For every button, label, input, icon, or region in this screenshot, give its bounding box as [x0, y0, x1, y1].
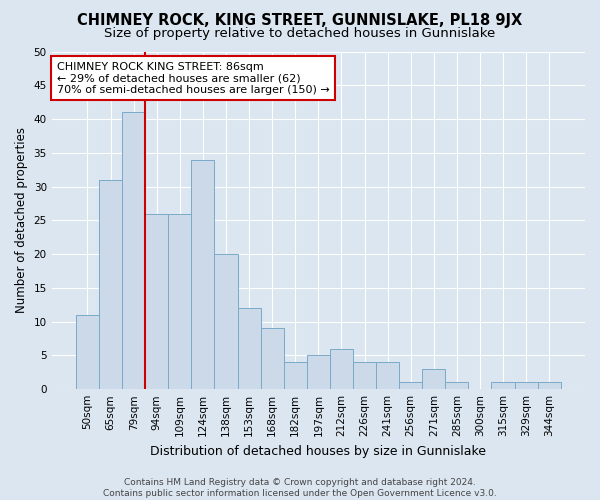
Bar — [76, 315, 99, 389]
Bar — [122, 112, 145, 389]
Bar — [353, 362, 376, 389]
Bar — [491, 382, 515, 389]
Y-axis label: Number of detached properties: Number of detached properties — [15, 128, 28, 314]
Bar — [422, 369, 445, 389]
Bar — [307, 356, 330, 389]
Bar — [376, 362, 399, 389]
Bar — [515, 382, 538, 389]
Text: Contains HM Land Registry data © Crown copyright and database right 2024.
Contai: Contains HM Land Registry data © Crown c… — [103, 478, 497, 498]
Bar — [399, 382, 422, 389]
Bar — [445, 382, 469, 389]
Text: CHIMNEY ROCK KING STREET: 86sqm
← 29% of detached houses are smaller (62)
70% of: CHIMNEY ROCK KING STREET: 86sqm ← 29% of… — [57, 62, 330, 95]
Text: Size of property relative to detached houses in Gunnislake: Size of property relative to detached ho… — [104, 28, 496, 40]
Bar — [99, 180, 122, 389]
Bar — [214, 254, 238, 389]
Bar — [538, 382, 561, 389]
Bar — [145, 214, 168, 389]
Bar — [284, 362, 307, 389]
Bar — [238, 308, 260, 389]
Bar — [330, 348, 353, 389]
Bar — [260, 328, 284, 389]
Bar — [191, 160, 214, 389]
Bar — [168, 214, 191, 389]
X-axis label: Distribution of detached houses by size in Gunnislake: Distribution of detached houses by size … — [151, 444, 487, 458]
Text: CHIMNEY ROCK, KING STREET, GUNNISLAKE, PL18 9JX: CHIMNEY ROCK, KING STREET, GUNNISLAKE, P… — [77, 12, 523, 28]
